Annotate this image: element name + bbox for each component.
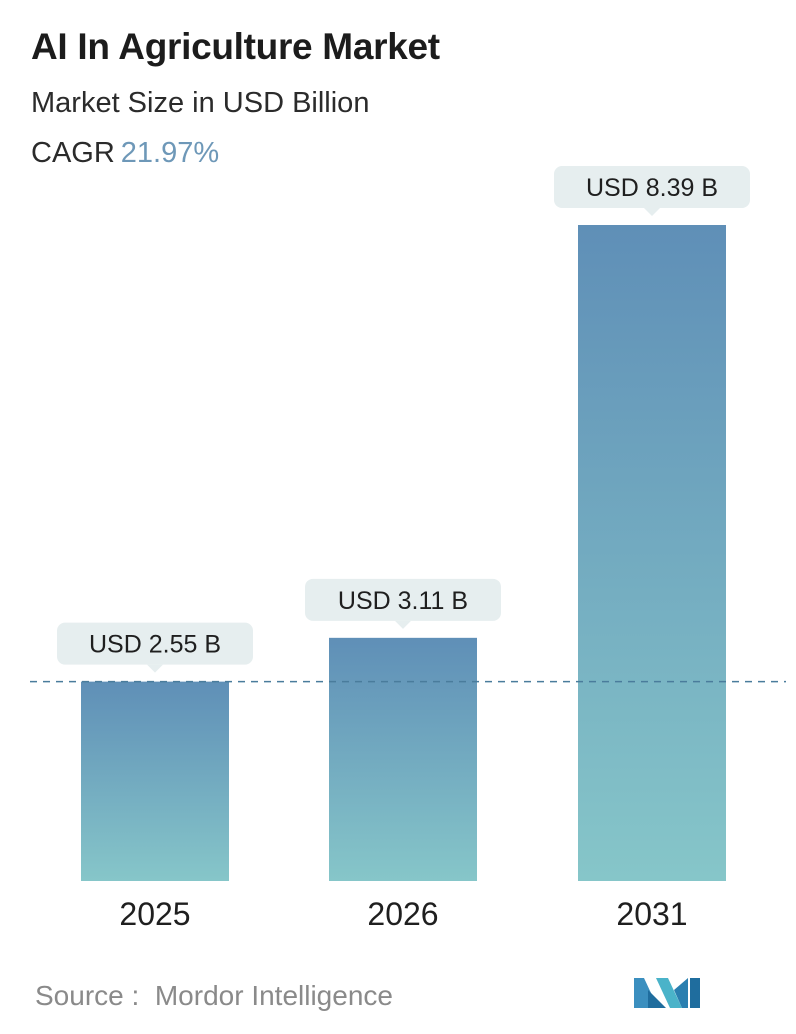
data-label-2025: USD 2.55 B <box>57 622 253 673</box>
chart-subtitle: Market Size in USD Billion <box>31 87 370 119</box>
bars-layer <box>81 225 726 881</box>
source-text: Source : Mordor Intelligence <box>35 980 393 1012</box>
source-value: Mordor Intelligence <box>154 980 393 1011</box>
chart-title: AI In Agriculture Market <box>31 26 440 67</box>
data-label-text: USD 8.39 B <box>586 174 718 202</box>
data-label-text: USD 3.11 B <box>338 587 468 615</box>
bar-2026 <box>329 637 477 881</box>
bar-2031 <box>578 225 726 881</box>
data-label-2031: USD 8.39 B <box>554 166 750 216</box>
source-label: Source : <box>35 980 140 1011</box>
mordor-intelligence-logo-icon <box>634 972 700 1013</box>
data-label-pointer <box>395 620 411 629</box>
cagr-value: 21.97% <box>120 137 220 169</box>
data-label-pointer <box>147 664 163 673</box>
data-label-2026: USD 3.11 B <box>305 578 501 629</box>
x-tick-label-2025: 2025 <box>119 896 190 932</box>
data-label-box <box>305 578 501 621</box>
x-tick-label-2031: 2031 <box>616 896 687 932</box>
labels-layer: USD 2.55 B 2025 USD 3.11 B 2026 USD 8.39 B 20… <box>57 166 750 932</box>
data-label-box <box>57 622 253 665</box>
bar-2025 <box>81 681 229 881</box>
x-tick-label-2026: 2026 <box>367 896 438 932</box>
data-label-box <box>554 166 750 208</box>
cagr-line: CAGR 21.97% <box>31 137 219 170</box>
cagr-label: CAGR <box>31 137 115 169</box>
data-label-pointer <box>644 208 660 216</box>
data-label-text: USD 2.55 B <box>89 631 221 659</box>
